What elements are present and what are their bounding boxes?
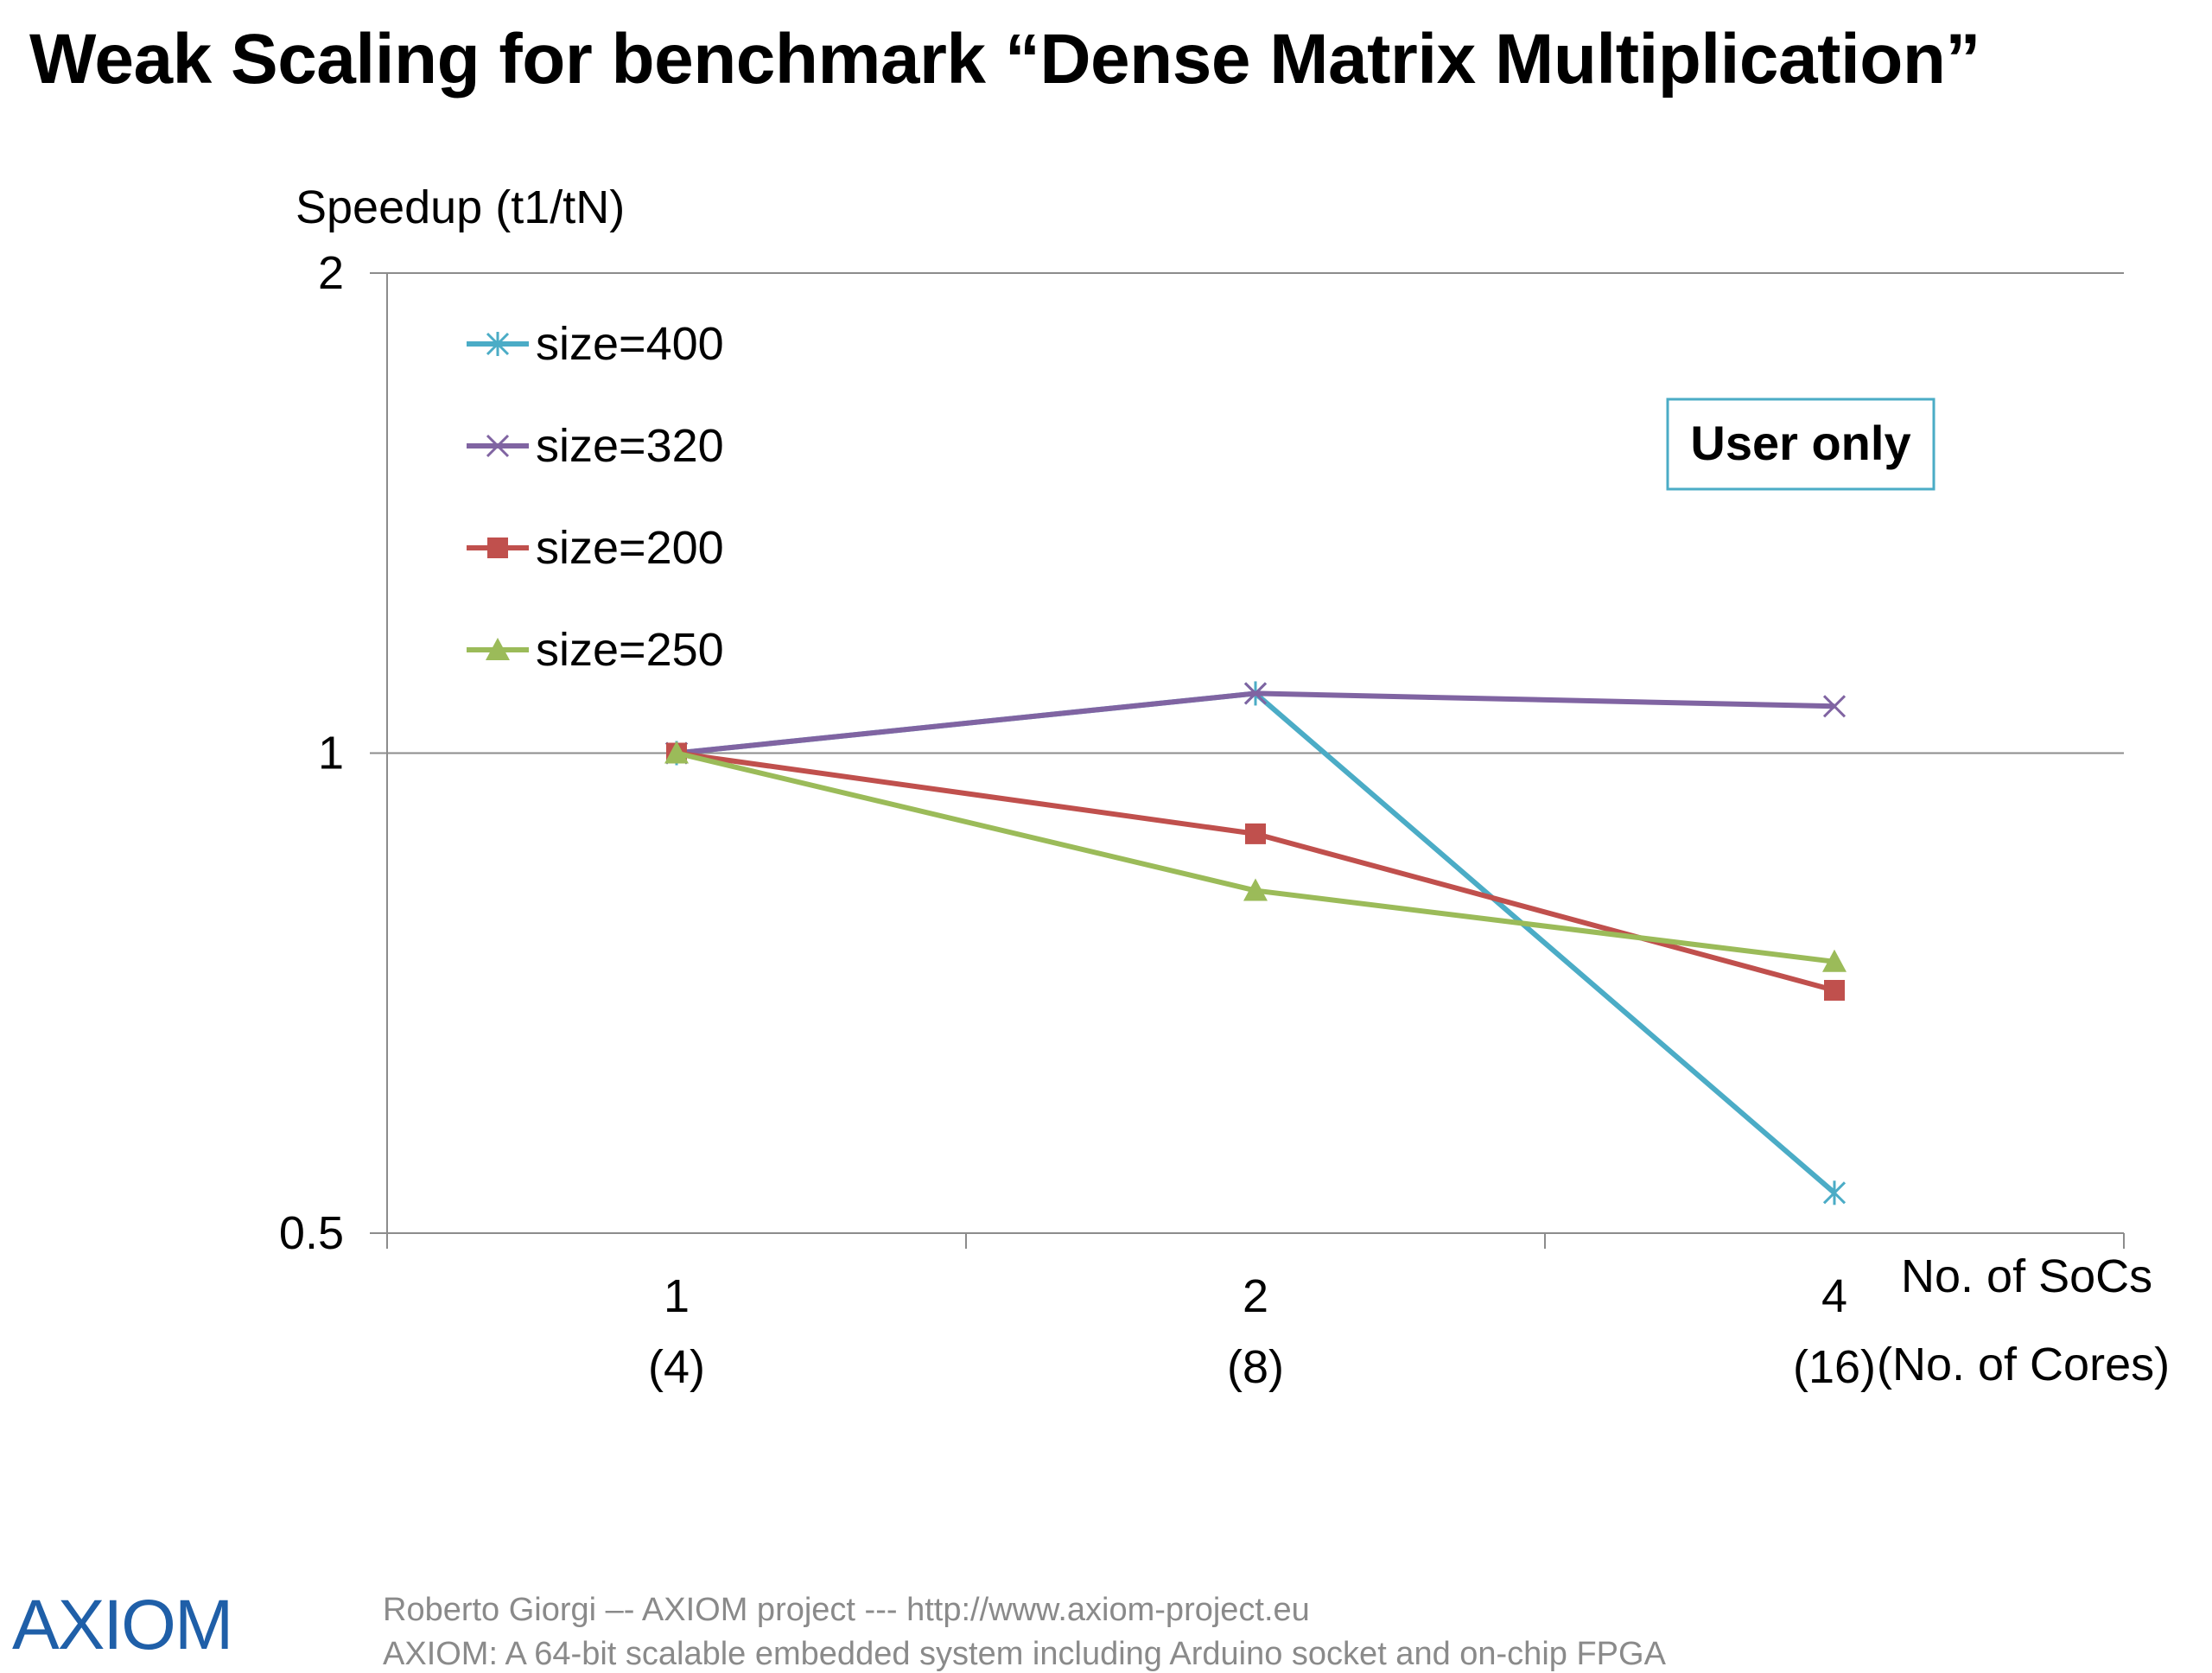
marker-triangle [486, 638, 510, 660]
legend-label: size=400 [536, 318, 724, 370]
y-tick-label: 1 [318, 728, 344, 779]
y-tick-label: 0.5 [279, 1207, 344, 1259]
marker-triangle [664, 741, 689, 764]
x-axis-title-secondary: (No. of Cores) [1877, 1339, 2170, 1390]
marker-triangle [1822, 949, 1847, 972]
footer-credits: Roberto Giorgi –- AXIOM project --- http… [383, 1592, 1310, 1628]
data-point [1824, 979, 1845, 1001]
y-tick-label: 2 [318, 247, 344, 299]
data-point [1245, 823, 1266, 844]
data-point [1822, 949, 1847, 972]
x-tick-label-secondary: (8) [1227, 1341, 1284, 1393]
marker-x-stroke [486, 434, 510, 458]
data-point [1822, 1180, 1847, 1205]
annotation-box [1666, 398, 1936, 491]
series-line-size=200 [676, 750, 1835, 993]
marker-triangle [1243, 878, 1268, 901]
x-tick-label: 2 [1243, 1270, 1268, 1322]
data-point [1243, 682, 1268, 705]
legend-marker [486, 638, 510, 660]
legend-marker [486, 332, 510, 356]
data-point [1822, 695, 1847, 718]
legend-label: size=320 [536, 420, 724, 472]
footer-description: AXIOM: A 64-bit scalable embedded system… [383, 1636, 1666, 1672]
slide-title: Weak Scaling for benchmark “Dense Matrix… [29, 20, 1980, 99]
x-tick-label: 1 [664, 1270, 690, 1322]
marker-square [1245, 823, 1266, 844]
y-axis-title: Speedup (t1/tN) [296, 181, 625, 233]
data-point [664, 741, 689, 764]
x-tick-label: 4 [1821, 1270, 1847, 1322]
legend-marker [486, 434, 510, 458]
x-tick-label-secondary: (16) [1793, 1341, 1876, 1393]
marker-square [487, 538, 508, 558]
legend-marker [487, 538, 508, 558]
axiom-logo: AXIOM [12, 1586, 289, 1664]
x-axis-title: No. of SoCs [1901, 1250, 2152, 1302]
legend-label: size=250 [536, 624, 724, 676]
svg-text:AXIOM: AXIOM [12, 1590, 232, 1659]
data-point [1243, 878, 1268, 901]
annotation-text: User only [1690, 416, 1910, 470]
marker-square [1824, 979, 1845, 1001]
marker-x-stroke [1243, 682, 1268, 705]
series-line-size=250 [676, 750, 1835, 964]
marker-x-stroke [1822, 695, 1847, 718]
legend-label: size=200 [536, 522, 724, 574]
x-tick-label-secondary: (4) [648, 1341, 705, 1393]
